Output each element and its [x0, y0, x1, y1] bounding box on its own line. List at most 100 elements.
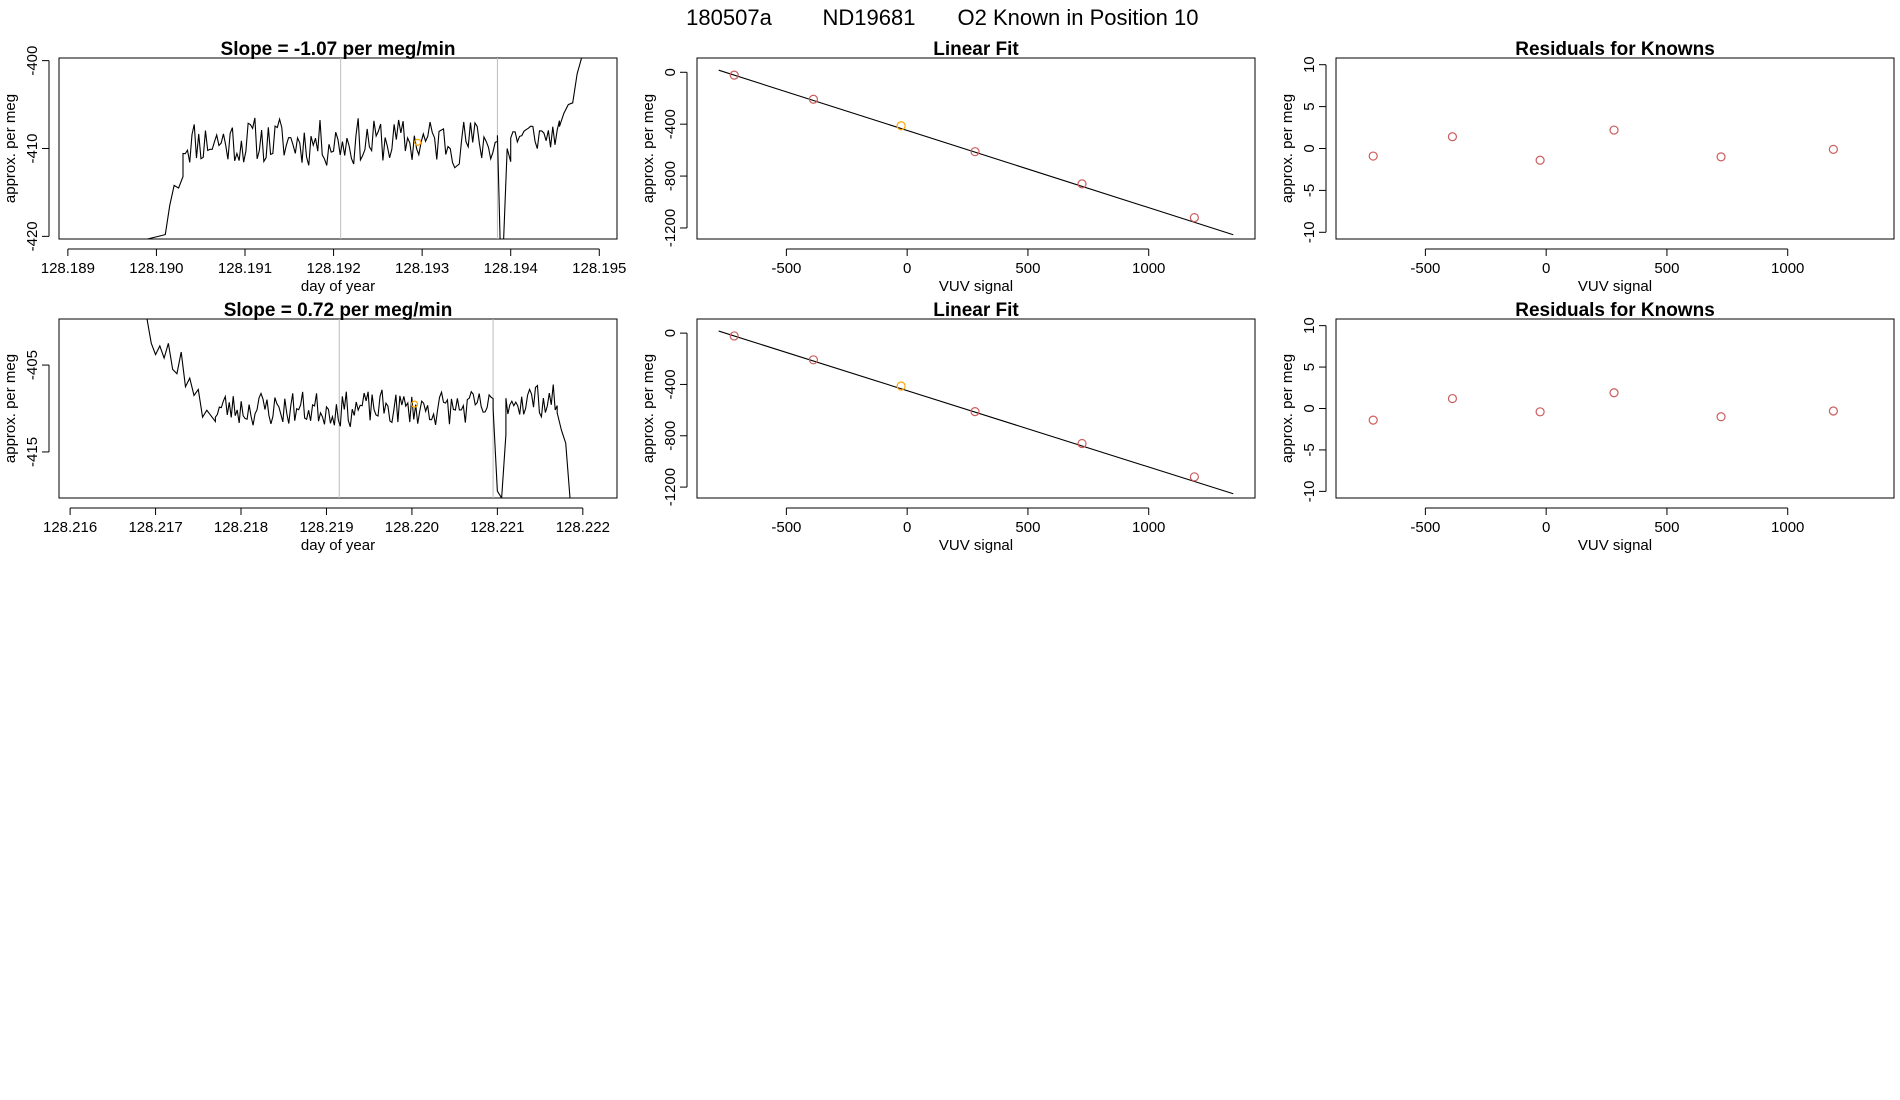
- linear-bottom-panel: Linear Fit -500 0 500 1000 VUV signal 0 -400 -80…: [640, 300, 1256, 554]
- linear-bottom-data-point: [1189, 472, 1199, 482]
- slope-bottom-x-axis-label: day of year: [301, 537, 375, 554]
- linear-bottom-x-tick-label: 1000: [1132, 519, 1165, 536]
- resid-bottom-data-point: [1368, 415, 1378, 425]
- linear-top-x-tick-label: 0: [903, 260, 911, 277]
- resid-top-frame: [1335, 57, 1895, 240]
- slope-bottom-highlight-point: [410, 400, 419, 408]
- linear-bottom-fit-line: [718, 330, 1234, 495]
- slope-top-panel: Slope = -1.07 per meg/min 128.189 128.190 1…: [2, 39, 626, 295]
- resid-bottom-y-tick-label: -10: [1301, 481, 1318, 503]
- slope-top-x-tick-label: 128.190: [129, 260, 183, 277]
- linear-top-y-tick-label: -1200: [662, 209, 679, 247]
- slope-top-x-tick-label: 128.195: [572, 260, 626, 277]
- linear-bottom-y-tick-label: -1200: [662, 468, 679, 506]
- resid-top-y-tick-label: 0: [1301, 144, 1318, 152]
- slope-bottom-y-tick-label: -405: [24, 350, 41, 380]
- linear-bottom-data-point: [1077, 438, 1087, 449]
- slope-top-x-axis-label: day of year: [301, 278, 375, 295]
- resid-top-title: Residuals for Knowns: [1515, 39, 1715, 60]
- resid-top-y-tick-label: 10: [1301, 56, 1318, 73]
- linear-bottom-x-tick-label: 500: [1015, 519, 1040, 536]
- slope-top-title: Slope = -1.07 per meg/min: [221, 39, 456, 60]
- slope-bottom-x-tick-label: 128.222: [556, 519, 610, 536]
- linear-bottom-x-axis-label: VUV signal: [939, 537, 1013, 554]
- linear-top-data-point: [729, 70, 739, 80]
- resid-top-x-tick-label: -500: [1410, 260, 1440, 277]
- resid-top-y-tick-label: -10: [1301, 221, 1318, 243]
- resid-top-data-point: [1716, 152, 1726, 162]
- linear-top-data-point: [1189, 212, 1199, 223]
- resid-bottom-x-tick-label: 500: [1654, 519, 1679, 536]
- linear-bottom-y-tick-label: -400: [662, 369, 679, 399]
- resid-top-y-tick-label: 5: [1301, 102, 1318, 110]
- linear-top-x-tick-label: -500: [771, 260, 801, 277]
- linear-bottom-frame: [696, 318, 1256, 499]
- slope-bottom-y-axis-label: approx. per meg: [2, 354, 19, 463]
- linear-top-title: Linear Fit: [933, 39, 1019, 60]
- resid-bottom-title: Residuals for Knowns: [1515, 300, 1715, 321]
- linear-bottom-title: Linear Fit: [933, 300, 1019, 321]
- page-title-run-id: 180507a: [686, 5, 772, 30]
- slope-top-series-line: [59, 58, 583, 239]
- resid-top-data-point: [1828, 144, 1838, 154]
- linear-bottom-y-axis-label: approx. per meg: [640, 354, 657, 463]
- resid-bottom-y-axis-label: approx. per meg: [1279, 354, 1296, 463]
- resid-bottom-y-tick-label: 5: [1301, 363, 1318, 371]
- slope-bottom-x-tick-label: 128.219: [299, 519, 353, 536]
- resid-top-data-point: [1609, 125, 1619, 135]
- linear-bottom-y-tick-label: -800: [662, 421, 679, 451]
- slope-top-y-tick-label: -410: [24, 133, 41, 163]
- resid-top-x-axis-label: VUV signal: [1578, 278, 1652, 295]
- slope-bottom-x-tick-label: 128.221: [470, 519, 524, 536]
- resid-top-x-tick-label: 1000: [1771, 260, 1804, 277]
- resid-top-data-point: [1447, 132, 1458, 142]
- slope-top-x-tick-label: 128.194: [484, 260, 538, 277]
- resid-bottom-panel: Residuals for Knowns -500 0 500 1000 VUV sign…: [1279, 300, 1895, 554]
- resid-bottom-frame: [1335, 318, 1895, 499]
- linear-top-x-tick-label: 500: [1015, 260, 1040, 277]
- slope-top-x-tick-label: 128.191: [218, 260, 272, 277]
- slope-top-x-tick-label: 128.192: [306, 260, 360, 277]
- resid-bottom-x-tick-label: -500: [1410, 519, 1440, 536]
- slope-bottom-title: Slope = 0.72 per meg/min: [224, 300, 453, 321]
- linear-top-data-point: [970, 147, 980, 157]
- linear-bottom-data-point: [970, 407, 980, 417]
- linear-top-panel: Linear Fit -500 0 500 1000 VUV signal 0 -400 -80…: [640, 39, 1256, 295]
- linear-top-y-tick-label: 0: [662, 68, 679, 76]
- resid-top-x-tick-label: 500: [1654, 260, 1679, 277]
- slope-top-y-axis-label: approx. per meg: [2, 94, 19, 203]
- slope-top-x-tick-label: 128.193: [395, 260, 449, 277]
- linear-bottom-data-point: [896, 381, 906, 391]
- resid-bottom-data-point: [1716, 412, 1726, 422]
- resid-bottom-data-point: [1609, 388, 1619, 398]
- slope-bottom-x-tick-label: 128.218: [214, 519, 268, 536]
- page-title-tank-id: ND19681: [823, 5, 916, 30]
- slope-bottom-panel: Slope = 0.72 per meg/min 128.216 128.217 12…: [2, 300, 618, 554]
- linear-top-data-point: [808, 94, 819, 104]
- resid-bottom-data-point: [1828, 406, 1838, 416]
- resid-top-data-point: [1368, 151, 1378, 161]
- linear-top-y-tick-label: -400: [662, 109, 679, 139]
- linear-top-y-tick-label: -800: [662, 161, 679, 191]
- slope-top-y-tick-label: -420: [24, 221, 41, 251]
- resid-bottom-y-tick-label: -5: [1301, 443, 1318, 456]
- slope-bottom-x-tick-label: 128.220: [385, 519, 439, 536]
- slope-top-y-tick-label: -400: [24, 46, 41, 76]
- slope-bottom-x-tick-label: 128.216: [43, 519, 97, 536]
- linear-top-fit-line: [718, 69, 1234, 236]
- slope-bottom-frame: [58, 318, 618, 499]
- resid-top-data-point: [1535, 155, 1545, 165]
- resid-bottom-y-tick-label: 10: [1301, 317, 1318, 334]
- resid-bottom-x-tick-label: 1000: [1771, 519, 1804, 536]
- page-title-description: O2 Known in Position 10: [958, 5, 1199, 30]
- linear-top-frame: [696, 57, 1256, 240]
- slope-bottom-x-tick-label: 128.217: [128, 519, 182, 536]
- linear-bottom-x-tick-label: 0: [903, 519, 911, 536]
- linear-bottom-y-tick-label: 0: [662, 329, 679, 337]
- resid-bottom-data-point: [1447, 393, 1458, 404]
- slope-bottom-series-line: [146, 319, 571, 498]
- slope-top-frame: [58, 57, 618, 240]
- linear-top-data-point: [1077, 179, 1087, 189]
- resid-bottom-x-axis-label: VUV signal: [1578, 537, 1652, 554]
